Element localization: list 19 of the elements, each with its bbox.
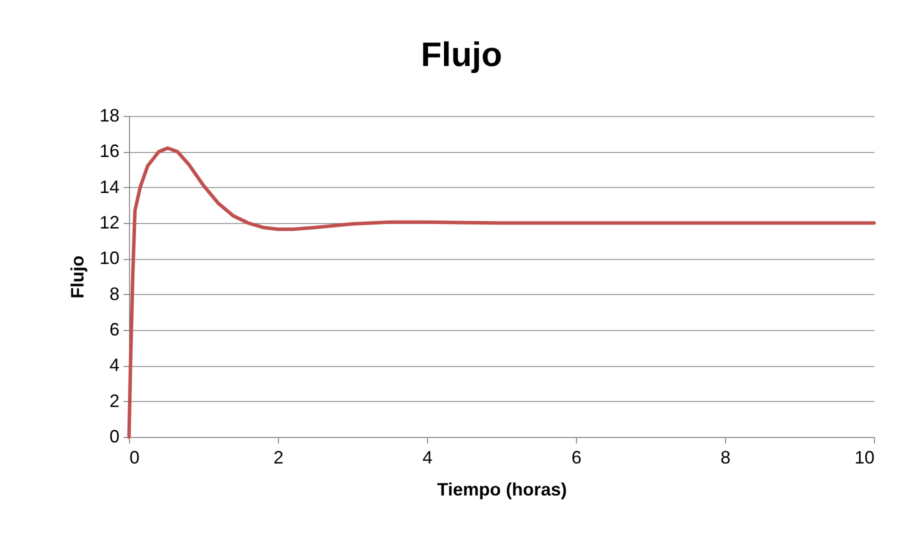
x-tick-label: 2 <box>273 448 284 468</box>
y-tick-label: 12 <box>99 212 120 232</box>
y-tick-label: 10 <box>99 248 120 268</box>
chart-title: Flujo <box>420 36 502 74</box>
x-tick-label: 10 <box>854 448 874 468</box>
y-axis-title: Flujo <box>67 256 88 298</box>
x-tick-label: 6 <box>571 448 582 468</box>
y-tick-label: 2 <box>109 390 120 411</box>
x-tick-label: 0 <box>130 448 140 468</box>
y-tick-label: 8 <box>109 284 120 304</box>
y-tick-label: 4 <box>109 355 120 376</box>
y-tick-label: 0 <box>109 426 120 446</box>
y-tick-label: 16 <box>99 141 120 162</box>
x-axis-title: Tiempo (horas) <box>437 480 567 500</box>
x-tick-label: 8 <box>720 448 731 468</box>
x-tick-label: 4 <box>422 448 433 468</box>
y-tick-label: 14 <box>99 176 120 197</box>
y-tick-label: 18 <box>99 106 120 126</box>
y-tick-label: 6 <box>109 320 120 340</box>
